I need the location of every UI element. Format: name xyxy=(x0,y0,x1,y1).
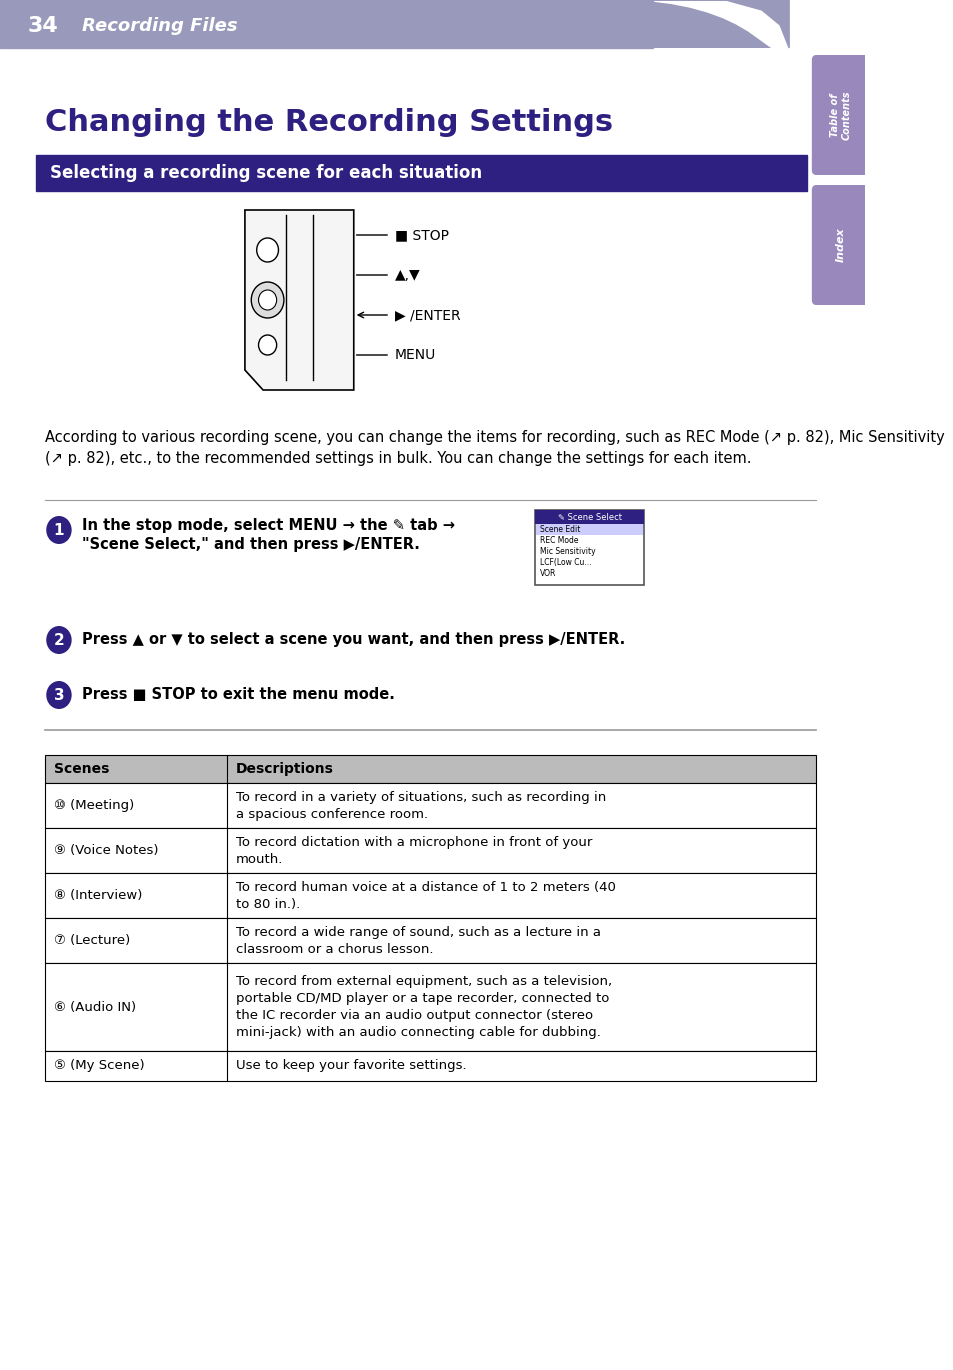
Circle shape xyxy=(258,290,276,310)
Text: Press ■ STOP to exit the menu mode.: Press ■ STOP to exit the menu mode. xyxy=(82,686,395,701)
Text: "Scene Select," and then press ▶/ENTER.: "Scene Select," and then press ▶/ENTER. xyxy=(82,537,419,552)
Text: ⑤ (My Scene): ⑤ (My Scene) xyxy=(54,1059,145,1073)
Text: ■ STOP: ■ STOP xyxy=(395,227,448,242)
Text: Use to keep your favorite settings.: Use to keep your favorite settings. xyxy=(235,1059,466,1073)
Text: Changing the Recording Settings: Changing the Recording Settings xyxy=(46,108,613,137)
Bar xyxy=(36,155,806,190)
Text: Index: Index xyxy=(835,227,845,262)
Text: To record in a variety of situations, such as recording in
a spacious conference: To record in a variety of situations, su… xyxy=(235,790,605,821)
Bar xyxy=(0,0,653,48)
Bar xyxy=(536,547,642,558)
Bar xyxy=(46,784,816,827)
Text: LCF(Low Cu...: LCF(Low Cu... xyxy=(539,558,591,567)
Text: ✎ Scene Select: ✎ Scene Select xyxy=(557,512,621,522)
Circle shape xyxy=(256,238,278,262)
Text: Recording Files: Recording Files xyxy=(82,16,237,36)
Text: ⑨ (Voice Notes): ⑨ (Voice Notes) xyxy=(54,844,159,858)
Text: In the stop mode, select MENU → the ✎ tab →: In the stop mode, select MENU → the ✎ ta… xyxy=(82,518,455,533)
Polygon shape xyxy=(245,210,354,390)
Text: REC Mode: REC Mode xyxy=(539,536,578,545)
Text: 2: 2 xyxy=(53,633,64,648)
Text: Scene Edit: Scene Edit xyxy=(539,525,579,534)
Text: According to various recording scene, you can change the items for recording, su: According to various recording scene, yo… xyxy=(46,430,944,466)
Text: Descriptions: Descriptions xyxy=(235,762,334,775)
Text: To record a wide range of sound, such as a lecture in a
classroom or a chorus le: To record a wide range of sound, such as… xyxy=(235,926,600,955)
Bar xyxy=(46,873,816,918)
Bar xyxy=(536,569,642,580)
Text: ▶ /ENTER: ▶ /ENTER xyxy=(395,308,459,322)
Bar xyxy=(536,558,642,569)
Circle shape xyxy=(46,681,71,710)
Text: Scenes: Scenes xyxy=(54,762,110,775)
Text: MENU: MENU xyxy=(395,348,436,362)
Text: Press ▲ or ▼ to select a scene you want, and then press ▶/ENTER.: Press ▲ or ▼ to select a scene you want,… xyxy=(82,632,624,647)
Text: To record dictation with a microphone in front of your
mouth.: To record dictation with a microphone in… xyxy=(235,836,592,866)
Text: VOR: VOR xyxy=(539,569,556,578)
Bar xyxy=(46,918,816,963)
Bar xyxy=(46,963,816,1051)
Polygon shape xyxy=(0,0,788,48)
Text: Selecting a recording scene for each situation: Selecting a recording scene for each sit… xyxy=(50,164,481,182)
Bar xyxy=(535,510,643,585)
Text: 34: 34 xyxy=(28,16,58,36)
Circle shape xyxy=(251,282,284,318)
Circle shape xyxy=(46,626,71,653)
FancyBboxPatch shape xyxy=(811,185,869,306)
Text: To record from external equipment, such as a television,
portable CD/MD player o: To record from external equipment, such … xyxy=(235,975,611,1038)
Bar xyxy=(46,755,816,784)
Text: ⑦ (Lecture): ⑦ (Lecture) xyxy=(54,934,131,947)
Text: ⑥ (Audio IN): ⑥ (Audio IN) xyxy=(54,1000,136,1014)
FancyBboxPatch shape xyxy=(811,55,869,175)
Text: 1: 1 xyxy=(53,522,64,537)
Text: ▲,▼: ▲,▼ xyxy=(395,269,419,282)
Bar xyxy=(46,827,816,873)
Text: 3: 3 xyxy=(53,688,64,703)
Bar xyxy=(46,1051,816,1081)
Bar xyxy=(535,510,643,523)
Text: ⑧ (Interview): ⑧ (Interview) xyxy=(54,889,143,901)
Text: Mic Sensitivity: Mic Sensitivity xyxy=(539,547,595,556)
Bar xyxy=(536,523,642,536)
Circle shape xyxy=(46,516,71,544)
Text: Table of
Contents: Table of Contents xyxy=(829,90,851,140)
PathPatch shape xyxy=(0,0,770,48)
Circle shape xyxy=(258,336,276,355)
Bar xyxy=(536,536,642,547)
Text: To record human voice at a distance of 1 to 2 meters (40
to 80 in.).: To record human voice at a distance of 1… xyxy=(235,881,615,911)
Text: ⑩ (Meeting): ⑩ (Meeting) xyxy=(54,799,134,812)
